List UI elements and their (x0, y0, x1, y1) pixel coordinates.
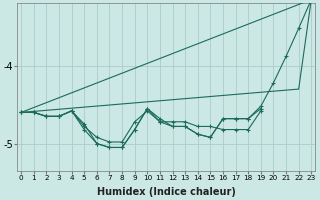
X-axis label: Humidex (Indice chaleur): Humidex (Indice chaleur) (97, 187, 236, 197)
